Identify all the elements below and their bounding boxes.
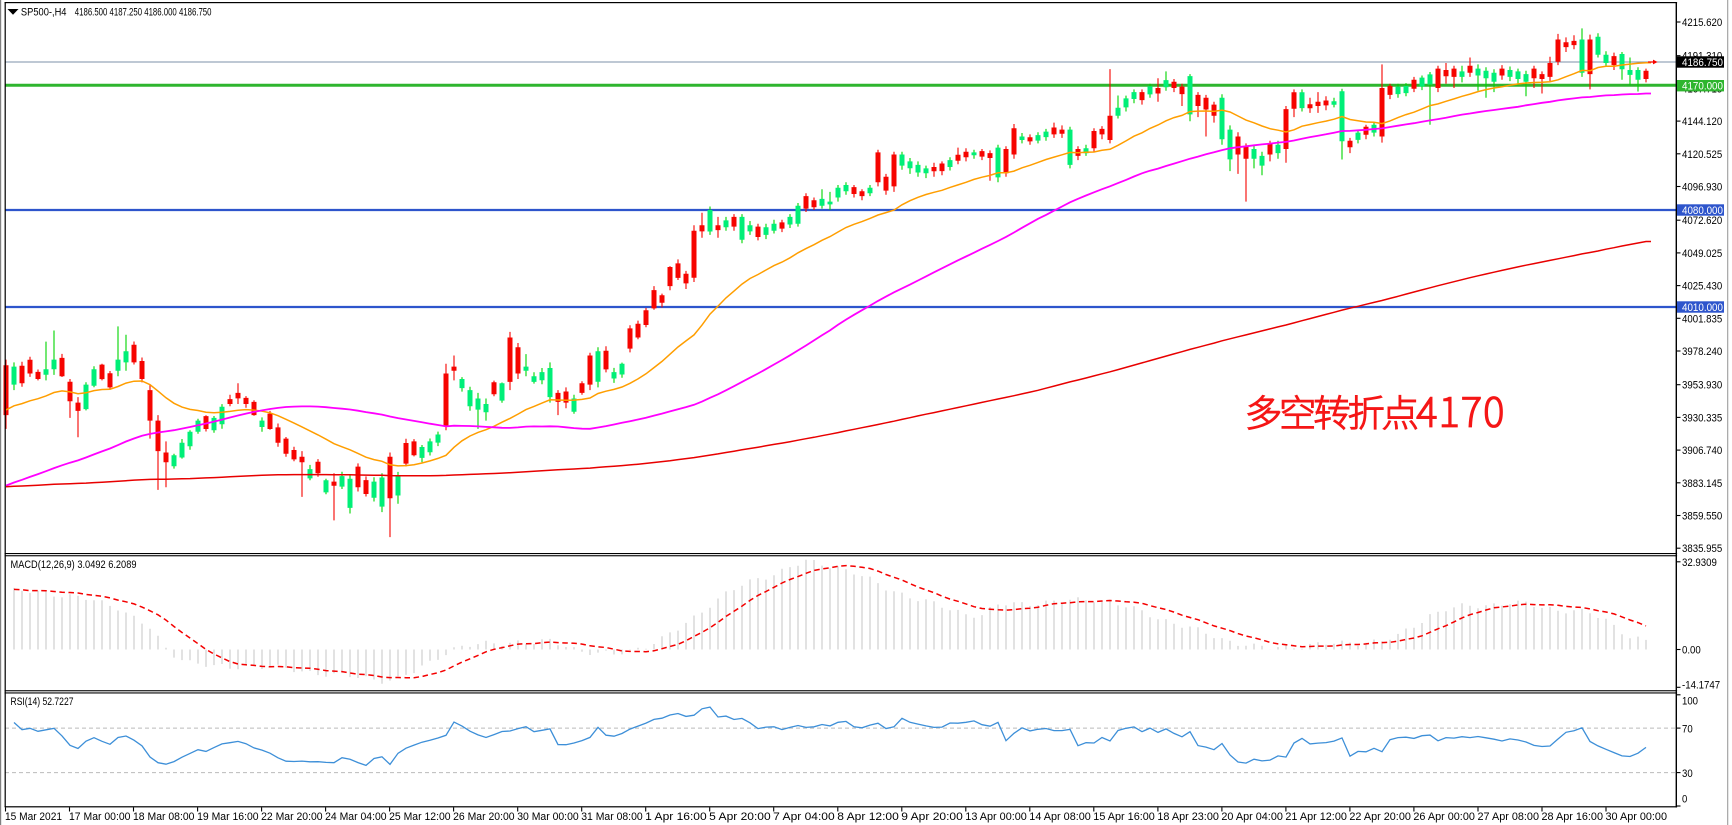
svg-text:17 Mar 00:00: 17 Mar 00:00 <box>69 811 131 823</box>
svg-text:4144.120: 4144.120 <box>1682 116 1722 128</box>
svg-text:9 Apr 20:00: 9 Apr 20:00 <box>901 811 963 823</box>
svg-text:100: 100 <box>1682 696 1698 708</box>
svg-text:4072.620: 4072.620 <box>1682 215 1722 227</box>
svg-text:25 Mar 12:00: 25 Mar 12:00 <box>389 811 451 823</box>
svg-text:4120.525: 4120.525 <box>1682 149 1722 161</box>
svg-text:3930.335: 3930.335 <box>1682 412 1722 424</box>
svg-text:27 Apr 08:00: 27 Apr 08:00 <box>1478 811 1540 823</box>
svg-text:26 Apr 00:00: 26 Apr 00:00 <box>1413 811 1475 823</box>
svg-text:31 Mar 08:00: 31 Mar 08:00 <box>581 811 643 823</box>
svg-text:22 Mar 20:00: 22 Mar 20:00 <box>261 811 323 823</box>
svg-text:MACD(12,26,9) 3.0492 6.2089: MACD(12,26,9) 3.0492 6.2089 <box>11 559 137 571</box>
svg-text:5 Apr 20:00: 5 Apr 20:00 <box>709 811 771 823</box>
svg-text:22 Apr 20:00: 22 Apr 20:00 <box>1349 811 1411 823</box>
svg-text:-14.1747: -14.1747 <box>1682 680 1720 692</box>
svg-text:4186.750: 4186.750 <box>1682 57 1723 69</box>
svg-text:15 Apr 16:00: 15 Apr 16:00 <box>1093 811 1155 823</box>
svg-text:7 Apr 04:00: 7 Apr 04:00 <box>773 811 835 823</box>
svg-text:3978.240: 3978.240 <box>1682 346 1722 358</box>
svg-text:30: 30 <box>1682 768 1693 780</box>
svg-text:21 Apr 12:00: 21 Apr 12:00 <box>1285 811 1347 823</box>
svg-text:4025.430: 4025.430 <box>1682 281 1722 293</box>
svg-text:70: 70 <box>1682 723 1693 735</box>
svg-text:20 Apr 04:00: 20 Apr 04:00 <box>1221 811 1283 823</box>
svg-text:13 Apr 00:00: 13 Apr 00:00 <box>965 811 1027 823</box>
svg-text:26 Mar 20:00: 26 Mar 20:00 <box>453 811 514 823</box>
svg-text:14 Apr 08:00: 14 Apr 08:00 <box>1029 811 1091 823</box>
svg-text:3859.550: 3859.550 <box>1682 511 1722 523</box>
svg-text:SP500-,H4: SP500-,H4 <box>21 7 67 19</box>
svg-text:18 Apr 23:00: 18 Apr 23:00 <box>1157 811 1219 823</box>
svg-text:4215.620: 4215.620 <box>1682 17 1722 29</box>
svg-text:0.00: 0.00 <box>1682 645 1701 657</box>
svg-text:4170.000: 4170.000 <box>1682 81 1723 93</box>
svg-text:15 Mar 2021: 15 Mar 2021 <box>5 811 62 823</box>
svg-text:4001.835: 4001.835 <box>1682 313 1722 325</box>
svg-text:30 Mar 00:00: 30 Mar 00:00 <box>517 811 579 823</box>
svg-text:3835.955: 3835.955 <box>1682 543 1722 555</box>
svg-text:4186.500 4187.250 4186.000 418: 4186.500 4187.250 4186.000 4186.750 <box>75 7 212 19</box>
svg-text:RSI(14) 52.7227: RSI(14) 52.7227 <box>11 696 74 708</box>
svg-text:4010.000: 4010.000 <box>1682 302 1723 314</box>
svg-text:3883.145: 3883.145 <box>1682 478 1722 490</box>
svg-text:30 Apr 00:00: 30 Apr 00:00 <box>1606 811 1668 823</box>
svg-text:28 Apr 16:00: 28 Apr 16:00 <box>1542 811 1604 823</box>
svg-text:8 Apr 12:00: 8 Apr 12:00 <box>837 811 899 823</box>
svg-text:4049.025: 4049.025 <box>1682 248 1722 260</box>
svg-text:18 Mar 08:00: 18 Mar 08:00 <box>133 811 195 823</box>
svg-text:19 Mar 16:00: 19 Mar 16:00 <box>197 811 259 823</box>
svg-text:32.9309: 32.9309 <box>1682 557 1717 569</box>
svg-text:4080.000: 4080.000 <box>1682 205 1723 217</box>
svg-text:4096.930: 4096.930 <box>1682 182 1722 194</box>
svg-text:1 Apr 16:00: 1 Apr 16:00 <box>645 811 707 823</box>
svg-text:3953.930: 3953.930 <box>1682 380 1722 392</box>
svg-text:3906.740: 3906.740 <box>1682 445 1722 457</box>
svg-text:24 Mar 04:00: 24 Mar 04:00 <box>325 811 387 823</box>
svg-text:0: 0 <box>1682 794 1687 806</box>
